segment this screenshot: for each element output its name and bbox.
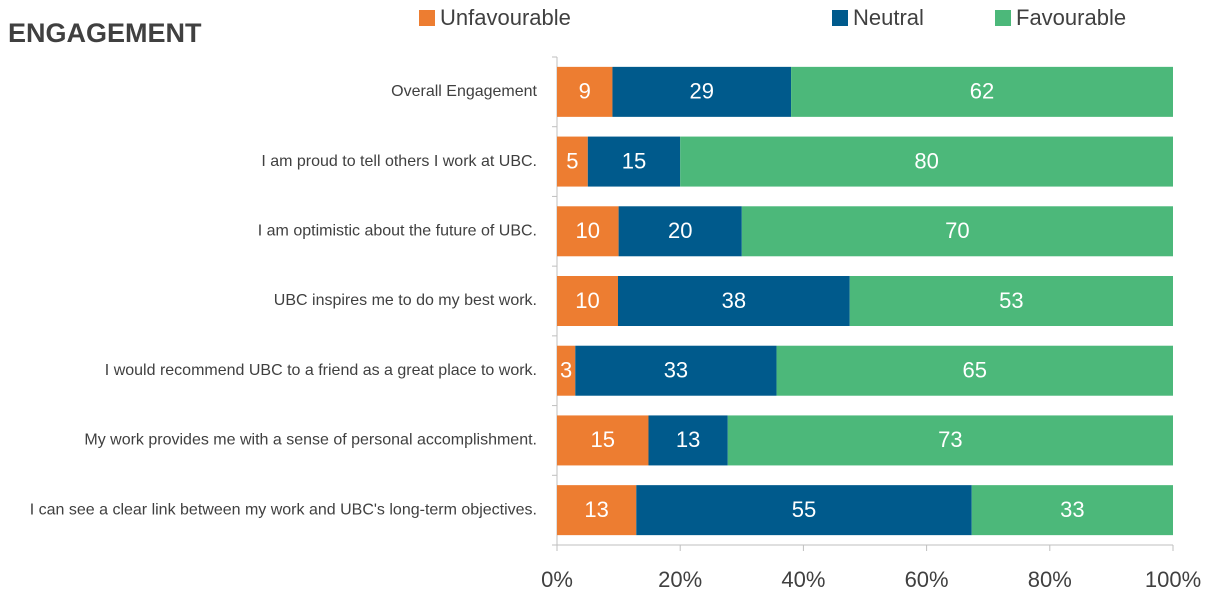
value-label: 15 — [622, 148, 646, 173]
bar-segment — [575, 345, 777, 396]
bar-segment — [557, 206, 619, 257]
bar-segment — [617, 276, 850, 326]
bar-segment — [612, 66, 792, 117]
bar-segment — [587, 136, 681, 187]
bar-segment — [648, 415, 728, 466]
value-label: 73 — [938, 427, 962, 452]
legend-swatch — [832, 10, 848, 26]
value-label: 15 — [591, 427, 615, 452]
y-tick-label: Overall Engagement — [391, 83, 537, 100]
bar-segment — [636, 485, 972, 536]
bar-segment — [557, 345, 576, 396]
value-label: 5 — [566, 148, 578, 173]
chart-title: ENGAGEMENT — [8, 18, 202, 48]
value-label: 10 — [575, 288, 599, 313]
y-tick-label: I can see a clear link between my work a… — [30, 501, 537, 518]
bar-segment — [618, 206, 742, 257]
value-label: 55 — [792, 497, 816, 522]
y-tick-label: My work provides me with a sense of pers… — [84, 432, 537, 449]
y-tick-label: I am optimistic about the future of UBC. — [258, 223, 537, 240]
value-label: 80 — [914, 148, 938, 173]
bar-segment — [971, 485, 1173, 536]
value-label: 13 — [584, 497, 608, 522]
x-tick-label: 40% — [781, 567, 825, 592]
legend-label: Unfavourable — [440, 5, 571, 30]
value-label: 33 — [664, 358, 688, 383]
y-tick-label: I would recommend UBC to a friend as a g… — [105, 362, 537, 379]
bar-segment — [741, 206, 1173, 257]
x-tick-label: 0% — [541, 567, 573, 592]
bar-segment — [557, 66, 613, 117]
legend-swatch — [995, 10, 1011, 26]
bar-segment — [680, 136, 1173, 187]
value-label: 70 — [945, 218, 969, 243]
value-label: 10 — [576, 218, 600, 243]
value-label: 9 — [579, 79, 591, 104]
y-tick-label: UBC inspires me to do my best work. — [274, 292, 537, 309]
value-label: 20 — [668, 218, 692, 243]
legend-label: Favourable — [1016, 5, 1126, 30]
legend-label: Neutral — [853, 5, 924, 30]
bar-segment — [557, 276, 618, 326]
value-label: 3 — [560, 358, 572, 383]
value-label: 29 — [690, 79, 714, 104]
value-label: 62 — [970, 79, 994, 104]
x-tick-label: 100% — [1145, 567, 1201, 592]
value-label: 33 — [1060, 497, 1084, 522]
bar-segment — [849, 276, 1173, 326]
x-tick-label: 80% — [1028, 567, 1072, 592]
value-label: 38 — [722, 288, 746, 313]
x-tick-label: 20% — [658, 567, 702, 592]
x-tick-label: 60% — [905, 567, 949, 592]
value-label: 53 — [999, 288, 1023, 313]
value-label: 13 — [676, 427, 700, 452]
bar-segment — [791, 66, 1173, 117]
bar-segment — [727, 415, 1173, 466]
bar-segment — [776, 345, 1173, 396]
y-tick-label: I am proud to tell others I work at UBC. — [261, 153, 537, 170]
bar-segment — [557, 136, 588, 187]
bar-segment — [557, 415, 649, 466]
legend-swatch — [419, 10, 435, 26]
bar-segment — [557, 485, 637, 536]
value-label: 65 — [963, 358, 987, 383]
